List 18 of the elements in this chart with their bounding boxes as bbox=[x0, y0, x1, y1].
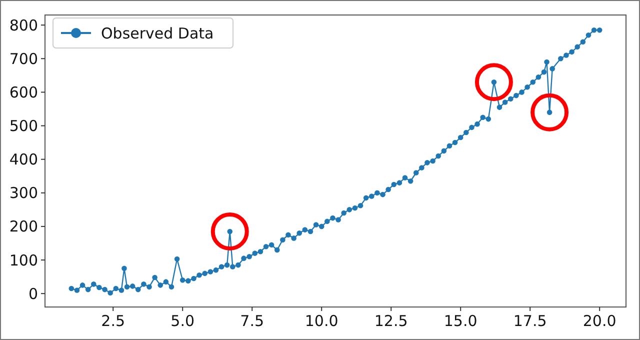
legend-label: Observed Data bbox=[101, 24, 214, 42]
x-tick-label: 2.5 bbox=[101, 312, 126, 330]
y-tick-label: 600 bbox=[9, 83, 38, 102]
y-tick-label: 200 bbox=[9, 218, 38, 236]
y-tick-label: 0 bbox=[28, 284, 38, 303]
y-tick-label: 400 bbox=[9, 150, 38, 169]
x-tick-label: 10.0 bbox=[304, 312, 338, 330]
y-tick-label: 100 bbox=[9, 251, 38, 270]
y-tick-label: 500 bbox=[9, 117, 38, 136]
x-tick-label: 7.5 bbox=[240, 312, 264, 330]
x-tick-label: 15.0 bbox=[444, 312, 478, 330]
x-tick-label: 20.0 bbox=[582, 312, 616, 330]
x-tick-label: 5.0 bbox=[170, 312, 195, 330]
x-tick-label: 17.5 bbox=[513, 312, 547, 330]
x-tick-label: 12.5 bbox=[374, 312, 408, 330]
y-tick-label: 800 bbox=[9, 16, 38, 34]
y-tick-label: 300 bbox=[9, 184, 38, 202]
y-tick-label: 700 bbox=[9, 50, 38, 68]
